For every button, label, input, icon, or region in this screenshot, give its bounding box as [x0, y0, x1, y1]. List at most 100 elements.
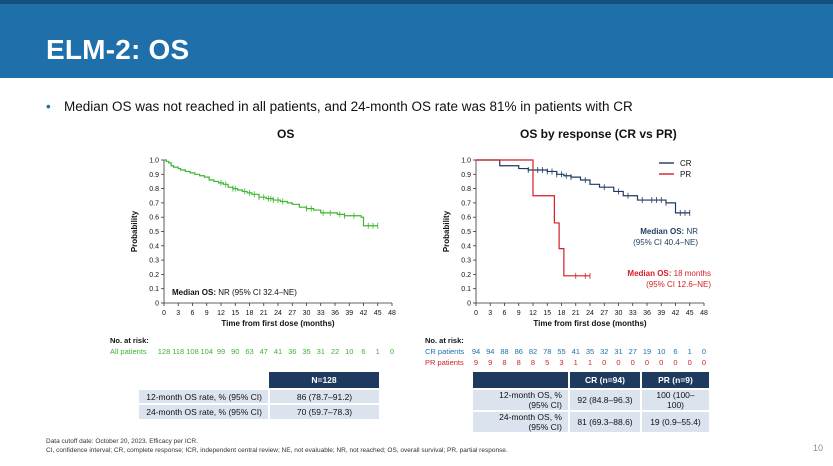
median-os-annotation: Median OS: NR [640, 227, 698, 236]
table-cell-label: 24-month OS rate, % (95% CI) [139, 403, 269, 419]
risk-row-cr-patients: CR patients [425, 347, 465, 356]
risk-value: 9 [488, 358, 493, 367]
header-top-line [0, 0, 833, 4]
x-tick-label: 9 [205, 310, 209, 317]
risk-value: 41 [571, 347, 580, 356]
median-os-value: NR (95% CI 32.4–NE) [216, 288, 297, 297]
table-cell-value: 100 (100–100) [640, 388, 709, 411]
risk-value: 8 [502, 358, 507, 367]
risk-value: 32 [600, 347, 609, 356]
risk-value: 0 [687, 358, 692, 367]
y-tick-label: 0 [155, 301, 159, 308]
median-os-value: NR [684, 227, 698, 236]
risk-value: 94 [486, 347, 495, 356]
y-tick-label: 0.4 [461, 243, 471, 250]
bullet-marker: • [46, 99, 51, 114]
y-tick-label: 0.5 [149, 229, 159, 236]
risk-value: 1 [573, 358, 578, 367]
y-tick-label: 0.9 [461, 172, 471, 179]
x-tick-label: 42 [672, 310, 680, 317]
risk-value: 78 [543, 347, 552, 356]
risk-value: 3 [559, 358, 564, 367]
km-step-line-cr [476, 159, 690, 214]
x-tick-label: 3 [176, 310, 180, 317]
x-tick-label: 15 [231, 310, 239, 317]
y-tick-label: 0 [467, 301, 471, 308]
median-os-label: Median OS: [627, 269, 671, 278]
table-row: 12-month OS rate, % (95% CI) 86 (78.7–91… [139, 388, 379, 404]
table-cell-value: 81 (69.3–88.6) [568, 410, 641, 432]
y-tick-label: 0.2 [149, 272, 159, 279]
risk-value: 0 [701, 347, 707, 356]
x-tick-label: 6 [503, 310, 507, 317]
y-tick-label: 1.0 [149, 158, 159, 165]
x-tick-label: 18 [246, 310, 254, 317]
x-tick-label: 3 [488, 310, 492, 317]
slide-title: ELM-2: OS [46, 34, 190, 65]
risk-value: 0 [673, 358, 678, 367]
bullet-text: Median OS was not reached in all patient… [64, 99, 633, 114]
risk-value: 10 [345, 347, 354, 356]
y-tick-label: 0.8 [149, 186, 159, 193]
x-tick-label: 36 [643, 310, 651, 317]
x-tick-label: 30 [615, 310, 623, 317]
median-os-label: Median OS: [640, 227, 684, 236]
x-tick-label: 12 [217, 310, 225, 317]
risk-value: 108 [186, 347, 199, 356]
x-tick-label: 9 [517, 310, 521, 317]
risk-value: 31 [614, 347, 623, 356]
x-tick-label: 42 [360, 310, 368, 317]
risk-value: 88 [500, 347, 509, 356]
y-axis-label: Probability [442, 210, 451, 252]
x-tick-label: 27 [288, 310, 296, 317]
km-step-line-all [164, 159, 378, 227]
risk-value: 86 [514, 347, 523, 356]
y-tick-label: 0.6 [461, 215, 471, 222]
risk-value: 41 [273, 347, 283, 356]
legend-label-pr: PR [680, 170, 691, 179]
legend-label-cr: CR [680, 159, 692, 168]
table-cell-value: 92 (84.8–96.3) [568, 388, 641, 411]
km-step-line-pr [476, 159, 590, 277]
risk-value: 128 [157, 347, 171, 356]
footnote-abbreviations: CI, confidence interval; CR, complete re… [46, 447, 508, 454]
risk-value: 0 [602, 358, 607, 367]
table-cell-label: 12-month OS rate, % (95% CI) [139, 388, 269, 404]
risk-value: 10 [657, 347, 666, 356]
table-header-empty [473, 372, 569, 389]
x-axis-label: Time from first dose (months) [221, 319, 335, 328]
x-tick-label: 21 [260, 310, 268, 317]
risk-value: 0 [701, 358, 707, 367]
y-tick-label: 0.1 [149, 286, 159, 293]
table-row: 12-month OS, % (95% CI) 92 (84.8–96.3) 1… [473, 388, 709, 411]
risk-value: 8 [530, 358, 536, 367]
os-km-chart: 00.10.20.30.40.50.60.70.80.91.00 3 6 9 12 15 1… [130, 158, 396, 329]
chart-title-os: OS [277, 127, 295, 141]
risk-value: 118 [172, 347, 185, 356]
risk-header-response: No. at risk: [425, 336, 464, 345]
risk-row-all-patients: All patients [110, 347, 147, 356]
y-tick-label: 0.4 [149, 243, 159, 250]
risk-value: 9 [473, 358, 479, 367]
risk-value: 8 [516, 358, 521, 367]
y-tick-label: 0.8 [461, 186, 471, 193]
risk-value: 0 [630, 358, 635, 367]
risk-value: 19 [642, 347, 652, 356]
risk-value: 0 [644, 358, 650, 367]
y-tick-label: 0.7 [149, 200, 159, 207]
risk-value: 0 [659, 358, 664, 367]
risk-value: 6 [673, 347, 678, 356]
risk-value: 1 [687, 347, 692, 356]
risk-value: 1 [375, 347, 380, 356]
x-tick-label: 24 [586, 310, 594, 317]
risk-value: 0 [616, 358, 621, 367]
risk-value: 47 [259, 347, 268, 356]
x-tick-label: 27 [600, 310, 608, 317]
x-tick-label: 15 [543, 310, 551, 317]
x-tick-label: 0 [162, 310, 166, 317]
risk-header-all: No. at risk: [110, 336, 149, 345]
os-by-response-km-chart: 00.10.20.30.40.50.60.70.80.91.00 3 6 9 12 15 1… [442, 158, 711, 329]
x-tick-label: 48 [700, 310, 708, 317]
page-number: 10 [812, 443, 823, 453]
y-tick-label: 0.7 [461, 200, 471, 207]
